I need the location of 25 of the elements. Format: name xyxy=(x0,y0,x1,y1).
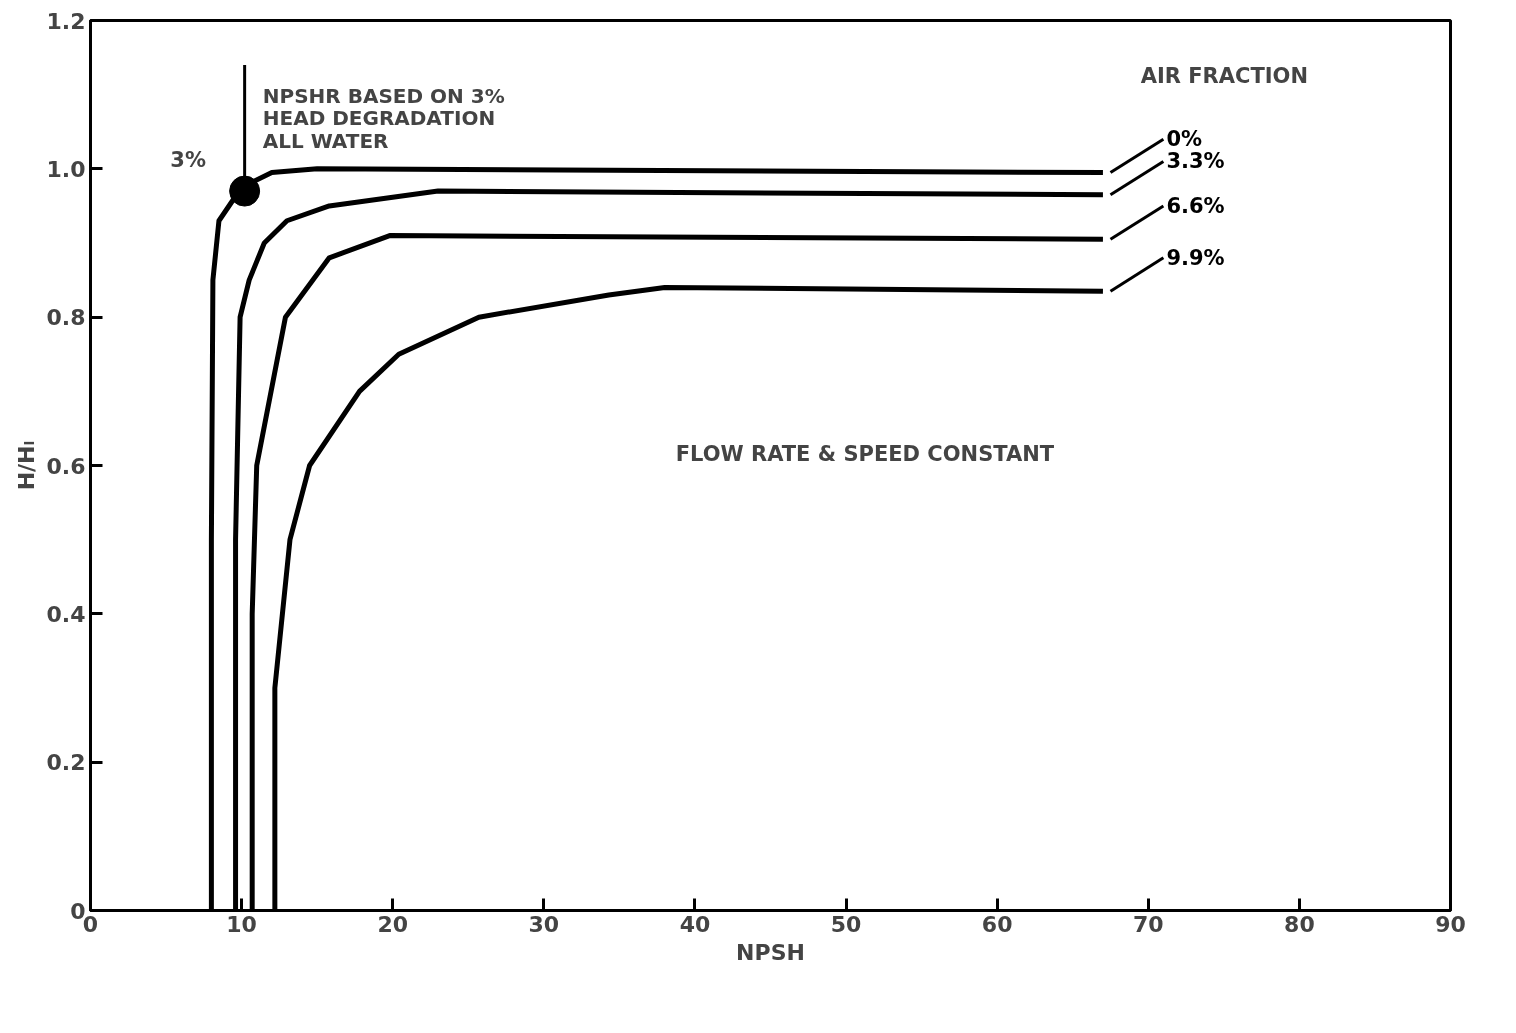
y-tick-label: 0.4 xyxy=(46,601,86,627)
x-tick-label: 40 xyxy=(679,911,711,937)
x-tick-label: 60 xyxy=(981,911,1013,937)
annotation: NPSHR BASED ON 3% HEAD DEGRADATION ALL WATER xyxy=(262,83,505,154)
y-tick-label: 1.0 xyxy=(46,156,86,182)
y-tick-label: 1.2 xyxy=(46,8,86,34)
text: 0% xyxy=(1166,127,1203,152)
text: 6.6% xyxy=(1166,193,1225,218)
y-tick-label: 0.8 xyxy=(46,305,86,331)
y-axis-title: H/Hₗ xyxy=(13,440,39,491)
x-tick-label: 30 xyxy=(528,911,560,937)
y-tick-label: 0.6 xyxy=(46,453,86,479)
x-tick-label: 20 xyxy=(377,911,409,937)
x-tick-label: 70 xyxy=(1132,911,1164,937)
annotation: 3% xyxy=(170,147,206,172)
text: 9.9% xyxy=(1166,245,1225,270)
x-tick-label: 90 xyxy=(1435,911,1466,937)
annotation: FLOW RATE & SPEED CONSTANT xyxy=(675,441,1055,466)
x-tick-label: 10 xyxy=(226,911,257,937)
x-tick-label: 80 xyxy=(1284,911,1315,937)
x-tick-label: 50 xyxy=(830,911,862,937)
x-axis-title: NPSH xyxy=(736,939,805,965)
text: 3.3% xyxy=(1166,149,1225,174)
y-tick-label: 0.2 xyxy=(46,750,86,776)
legend-title: AIR FRACTION xyxy=(1140,64,1309,89)
